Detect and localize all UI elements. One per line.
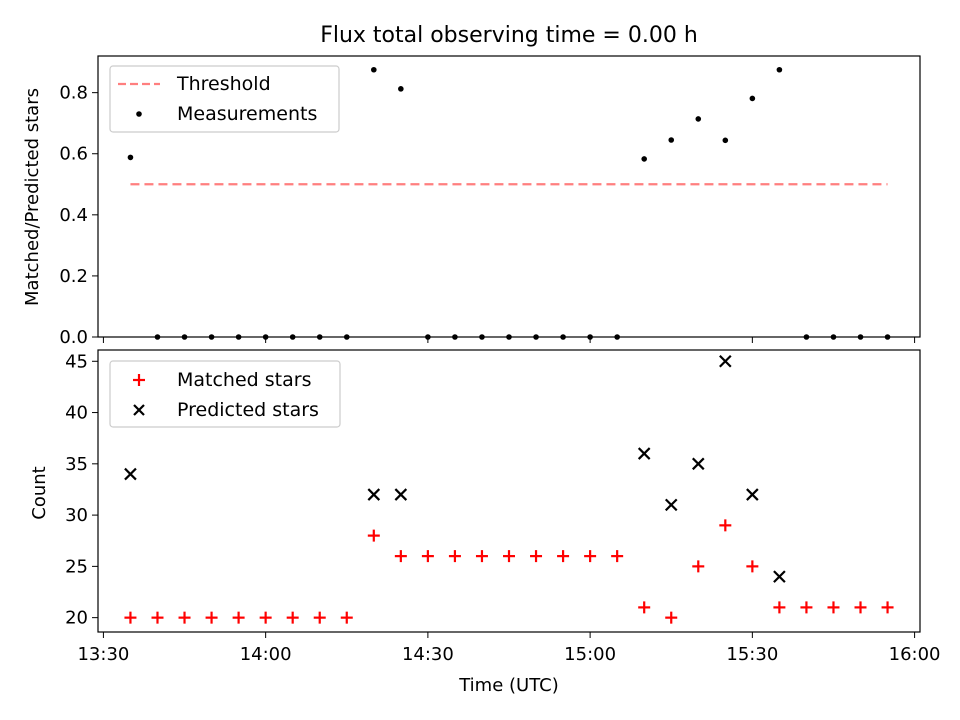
matched-stars-point bbox=[557, 550, 570, 563]
matched-stars-point bbox=[286, 611, 299, 624]
matched-stars-point bbox=[719, 519, 732, 532]
bottom-panel: 20 25 30 35 40 45 13:30 14:00 14:30 15:00 15:30 16… bbox=[29, 349, 941, 696]
matched-stars-point bbox=[340, 611, 353, 624]
top-panel: 0.00.20.40.60.8 Matched/Predicted stars … bbox=[22, 55, 921, 348]
legend-predicted-label: Predicted stars bbox=[177, 399, 319, 421]
measurements-point bbox=[127, 154, 134, 161]
predicted-stars-point bbox=[367, 488, 381, 501]
predicted-stars-point bbox=[773, 570, 786, 583]
matched-stars-point bbox=[638, 601, 651, 614]
x-tick-label: 16:00 bbox=[889, 644, 941, 665]
y-tick-label: 30 bbox=[65, 505, 88, 526]
bottom-panel-y-ticks: 20 25 30 35 40 45 bbox=[65, 351, 98, 629]
matched-stars-point bbox=[503, 550, 515, 563]
y-tick-label: 35 bbox=[65, 454, 88, 475]
legend-matched-swatch bbox=[133, 374, 145, 386]
matched-stars-point bbox=[665, 611, 678, 624]
y-tick-label: 0.0 bbox=[59, 327, 88, 348]
x-tick-label: 15:00 bbox=[564, 644, 616, 665]
legend-measurements-swatch bbox=[136, 111, 142, 117]
predicted-stars-point bbox=[394, 488, 408, 501]
matched-stars-point bbox=[367, 529, 380, 542]
matched-stars-point bbox=[394, 550, 407, 563]
matched-stars-point bbox=[611, 550, 624, 563]
matched-stars-point bbox=[259, 611, 272, 624]
matched-stars-point bbox=[530, 550, 543, 563]
predicted-stars-point bbox=[664, 498, 678, 512]
measurements-point bbox=[398, 86, 404, 92]
matched-stars-point bbox=[881, 601, 894, 614]
y-tick-label: 20 bbox=[65, 608, 88, 629]
predicted-stars-point bbox=[637, 447, 651, 460]
top-panel-legend: Threshold Measurements bbox=[109, 65, 340, 133]
top-panel-frame bbox=[97, 55, 921, 338]
matched-stars-point bbox=[692, 560, 705, 573]
top-panel-x-ticks bbox=[102, 337, 916, 343]
predicted-stars-point bbox=[719, 355, 732, 368]
matched-stars-point bbox=[827, 601, 840, 614]
chart-title: Flux total observing time = 0.00 h bbox=[320, 23, 698, 48]
measurements-point bbox=[722, 137, 729, 144]
matched-stars-point bbox=[773, 601, 786, 614]
y-tick-label: 0.6 bbox=[59, 144, 88, 165]
top-panel-y-axis-label: Matched/Predicted stars bbox=[22, 88, 43, 306]
matched-stars-point bbox=[746, 560, 759, 573]
y-tick-label: 25 bbox=[65, 556, 88, 577]
bottom-panel-legend: Matched stars Predicted stars bbox=[109, 360, 341, 428]
legend-matched-label: Matched stars bbox=[177, 369, 311, 391]
measurements-point bbox=[776, 66, 783, 73]
top-panel-y-ticks: 0.0 0.2 0.4 0.6 0.8 bbox=[59, 83, 98, 348]
measurements-point bbox=[641, 156, 647, 162]
measurements-point bbox=[371, 66, 377, 73]
bottom-panel-y-axis-label: Count bbox=[29, 466, 50, 519]
matched-stars-point bbox=[205, 611, 218, 624]
matched-stars-point bbox=[151, 611, 164, 624]
x-tick-label: 14:30 bbox=[402, 644, 454, 665]
x-tick-label: 15:30 bbox=[726, 644, 778, 665]
y-tick-label: 0.2 bbox=[59, 266, 88, 287]
matched-stars-point bbox=[313, 611, 326, 624]
y-tick-label: 0.4 bbox=[59, 205, 88, 226]
y-tick-label: 0.8 bbox=[59, 83, 88, 104]
measurements-point bbox=[695, 116, 702, 122]
bottom-panel-x-ticks: 13:30 14:00 14:30 15:00 15:30 16:00 bbox=[77, 632, 941, 665]
x-axis-label: Time (UTC) bbox=[458, 675, 559, 696]
legend-predicted-swatch bbox=[133, 404, 145, 416]
predicted-stars-point bbox=[691, 457, 705, 471]
matched-stars-point bbox=[178, 611, 191, 624]
matched-stars-point bbox=[584, 550, 597, 563]
predicted-stars-point bbox=[124, 467, 137, 481]
legend-measurements-label: Measurements bbox=[177, 103, 317, 125]
bottom-panel-frame bbox=[97, 349, 921, 633]
predicted-stars-point bbox=[746, 488, 759, 501]
x-tick-label: 13:30 bbox=[77, 644, 129, 665]
top-panel-legend-box bbox=[109, 65, 340, 133]
measurements-point bbox=[668, 137, 675, 143]
matched-stars-point bbox=[800, 601, 813, 614]
y-tick-label: 40 bbox=[65, 403, 88, 424]
matched-stars-point bbox=[421, 550, 434, 563]
bottom-panel-legend-box bbox=[109, 360, 341, 428]
legend-threshold-label: Threshold bbox=[176, 73, 271, 95]
matched-stars-point bbox=[854, 601, 867, 614]
bottom-panel-marks bbox=[124, 355, 894, 624]
matched-stars-point bbox=[124, 611, 137, 624]
matched-stars-point bbox=[475, 550, 488, 563]
y-tick-label: 45 bbox=[65, 351, 88, 372]
measurements-point bbox=[749, 95, 756, 102]
matched-stars-point bbox=[232, 611, 245, 624]
x-tick-label: 14:00 bbox=[240, 644, 292, 665]
matched-stars-point bbox=[448, 550, 461, 563]
